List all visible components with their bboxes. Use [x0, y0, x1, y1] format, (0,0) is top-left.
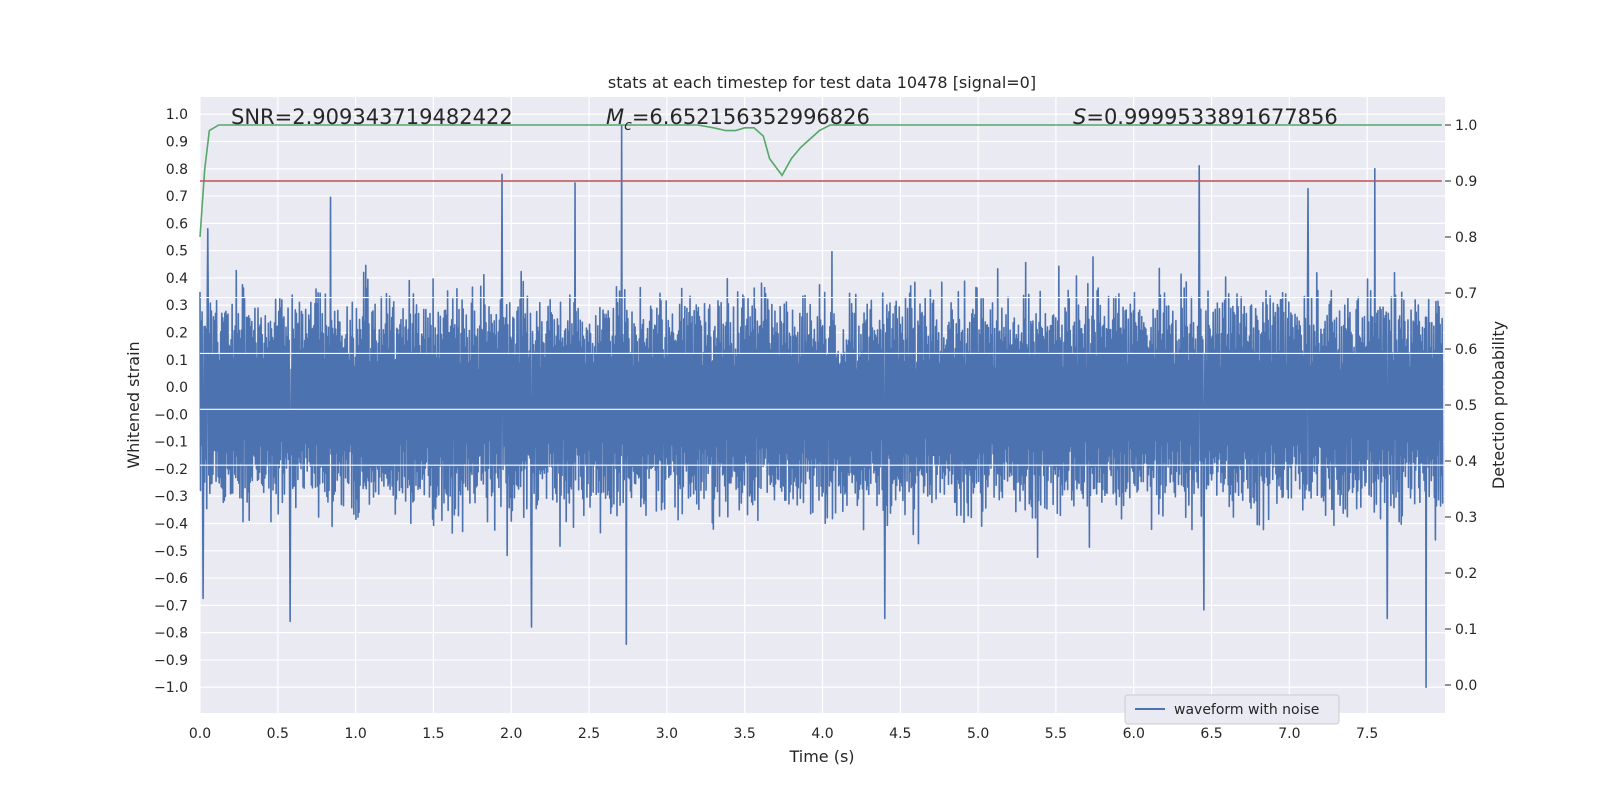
left-y-tick-label: −0.4 [154, 516, 188, 532]
right-y-axis-label: Detection probability [1489, 321, 1508, 489]
legend-label: waveform with noise [1174, 702, 1319, 718]
waveform-series [199, 124, 1445, 689]
chirp-mass-annotation: Mc=6.652156352996826 [606, 105, 870, 134]
chart-title: stats at each timestep for test data 104… [608, 73, 1036, 92]
x-tick-label: 1.0 [344, 726, 366, 742]
left-y-tick-label: 1.0 [166, 107, 188, 123]
right-y-tick-label: 0.4 [1455, 454, 1477, 470]
x-tick-label: 2.5 [578, 726, 600, 742]
left-y-tick-label: −0.0 [154, 407, 188, 423]
left-y-tick-label: 0.6 [166, 216, 188, 232]
x-axis-label: Time (s) [788, 747, 854, 766]
legend-box [1124, 694, 1340, 725]
x-tick-label: 5.0 [967, 726, 989, 742]
waveform-line [199, 124, 1444, 689]
left-y-tick-label: −0.6 [154, 571, 188, 587]
x-tick-label: 6.5 [1200, 726, 1222, 742]
right-y-tick-label: 0.9 [1455, 174, 1477, 190]
left-y-tick-label: 0.7 [166, 189, 188, 205]
left-y-axis-ticks: 1.0 0.9 0.8 0.7 0.6 0.5 0.4 0.3 0.2 0.1 0.0 −0.0 −0.… [154, 107, 188, 696]
left-y-tick-label: 0.2 [166, 325, 188, 341]
left-y-tick-label: −0.9 [154, 653, 188, 669]
x-tick-label: 7.5 [1356, 726, 1378, 742]
x-tick-label: 1.5 [422, 726, 444, 742]
legend: waveform with noise [1124, 694, 1340, 725]
right-y-tick-label: 0.0 [1455, 678, 1477, 694]
right-y-tick-label: 0.2 [1455, 566, 1477, 582]
right-y-axis-ticks: 1.0 0.9 0.8 0.7 0.6 0.5 0.4 0.3 0.2 0.1 0.0 [1445, 118, 1477, 694]
left-y-tick-label: −0.2 [154, 462, 188, 478]
left-y-axis-label: Whitened strain [124, 341, 143, 468]
left-y-tick-label: −0.7 [154, 598, 188, 614]
left-y-tick-label: 0.0 [166, 380, 188, 396]
probability-series [199, 124, 1442, 238]
left-y-tick-label: −0.5 [154, 544, 188, 560]
x-tick-label: 5.5 [1045, 726, 1067, 742]
right-y-tick-label: 0.3 [1455, 510, 1477, 526]
left-y-tick-label: 0.9 [166, 134, 188, 150]
left-y-tick-label: 0.1 [166, 353, 188, 369]
right-y-tick-label: 0.6 [1455, 342, 1477, 358]
x-tick-label: 7.0 [1278, 726, 1300, 742]
left-y-tick-label: −0.3 [154, 489, 188, 505]
x-tick-label: 2.0 [500, 726, 522, 742]
right-y-tick-label: 0.7 [1455, 286, 1477, 302]
right-y-tick-label: 0.1 [1455, 622, 1477, 638]
left-y-tick-label: −0.8 [154, 626, 188, 642]
left-y-tick-label: 0.5 [166, 244, 188, 260]
right-y-tick-label: 0.5 [1455, 398, 1477, 414]
left-y-tick-label: −0.1 [154, 435, 188, 451]
left-y-tick-label: 0.3 [166, 298, 188, 314]
left-y-tick-label: 0.8 [166, 162, 188, 178]
left-y-tick-label: −1.0 [154, 680, 188, 696]
left-y-tick-label: 0.4 [166, 271, 188, 287]
x-tick-label: 4.5 [889, 726, 911, 742]
score-annotation: S=0.9999533891677856 [1073, 105, 1338, 129]
x-tick-label: 6.0 [1123, 726, 1145, 742]
snr-annotation: SNR=2.909343719482422 [231, 105, 513, 129]
x-tick-label: 0.5 [267, 726, 289, 742]
right-y-tick-label: 1.0 [1455, 118, 1477, 134]
x-tick-label: 0.0 [189, 726, 211, 742]
x-tick-label: 3.5 [734, 726, 756, 742]
x-tick-label: 4.0 [811, 726, 833, 742]
x-tick-label: 3.0 [656, 726, 678, 742]
right-y-tick-label: 0.8 [1455, 230, 1477, 246]
x-axis-ticks: 0.0 0.5 1.0 1.5 2.0 2.5 3.0 3.5 4.0 4.5 5.0 5.5 6.0 6… [189, 726, 1378, 742]
detection-probability-line [199, 124, 1442, 238]
